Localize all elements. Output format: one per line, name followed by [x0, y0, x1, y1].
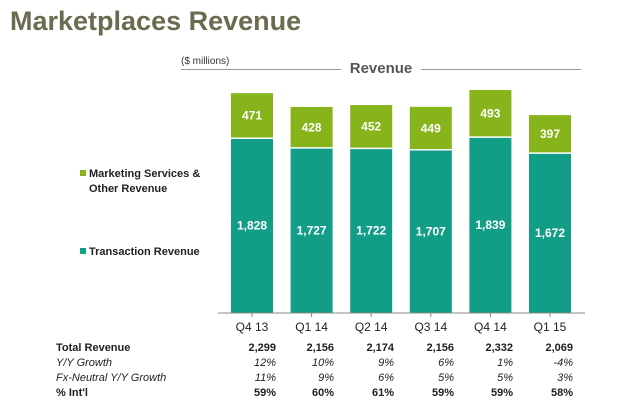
bar-transaction [231, 138, 273, 313]
bar-transaction [469, 137, 512, 313]
data-label-marketing: 493 [480, 107, 500, 121]
table-cell: 59% [253, 387, 276, 399]
table-row: Total Revenue 2,299 2,156 2,174 2,156 2,332 2,… [0, 342, 621, 357]
table-cell: 61% [371, 387, 394, 399]
units-label: ($ millions) [181, 56, 230, 67]
bar-transaction [290, 147, 333, 313]
bar-marketing [350, 105, 393, 149]
bar-marketing [290, 106, 333, 148]
table-cell: 2,332 [485, 342, 513, 354]
legend-marketing-label: Marketing Services & Other Revenue [89, 168, 201, 195]
table-cell: -4% [553, 357, 573, 369]
table-row: Y/Y Growth 12% 10% 9% 6% 1% -4% [0, 357, 621, 372]
header-rule-right [421, 69, 581, 70]
data-label-transaction: 1,722 [356, 224, 386, 238]
row-label: % Int'l [56, 387, 88, 399]
table-cell: 59% [490, 387, 513, 399]
data-label-marketing: 452 [361, 120, 381, 134]
x-tick-label: Q1 15 [534, 320, 567, 334]
table-cell: 10% [311, 357, 334, 369]
legend-transaction-swatch [80, 248, 86, 254]
row-label: Y/Y Growth [56, 357, 113, 369]
table-cell: 5% [438, 372, 454, 384]
bar-transaction [409, 149, 452, 313]
table-cell: 2,156 [426, 342, 454, 354]
table-cell: 2,299 [248, 342, 276, 354]
table-cell: 59% [431, 387, 454, 399]
bar-transaction [529, 153, 571, 313]
bar-marketing [409, 106, 452, 150]
data-label-transaction: 1,839 [475, 218, 505, 232]
header-rule-left [181, 69, 341, 70]
table-row: % Int'l 59% 60% 61% 59% 59% 58% [0, 387, 621, 402]
chart-title: Revenue [349, 60, 413, 77]
bar-marketing [529, 115, 571, 154]
revenue-chart: 1,828 471 Q4 13 1,727 428 Q1 14 1,722 452 Q2 14 1… [218, 90, 585, 334]
x-tick-label: Q3 14 [414, 320, 447, 334]
bar-marketing [231, 93, 273, 139]
row-label: Total Revenue [56, 342, 131, 354]
legend-marketing-swatch [80, 170, 86, 176]
bar-marketing [469, 90, 512, 138]
x-tick-label: Q2 14 [355, 320, 388, 334]
x-tick-label: Q1 14 [295, 320, 328, 334]
data-label-transaction: 1,828 [237, 219, 267, 233]
table-cell: 2,069 [545, 342, 573, 354]
data-label-marketing: 397 [540, 127, 560, 141]
table-cell: 1% [497, 357, 513, 369]
table-cell: 2,174 [366, 342, 394, 354]
x-tick-label: Q4 14 [474, 320, 507, 334]
data-label-marketing: 428 [302, 120, 322, 134]
legend-marketing: Marketing Services & Other Revenue [80, 167, 219, 197]
bar-transaction [350, 148, 393, 313]
page-title: Marketplaces Revenue [10, 6, 302, 36]
table-cell: 2,156 [306, 342, 334, 354]
data-label-transaction: 1,727 [297, 223, 327, 237]
data-label-marketing: 471 [242, 109, 262, 123]
table-cell: 11% [254, 372, 276, 384]
table-cell: 5% [497, 372, 513, 384]
table-cell: 6% [378, 372, 394, 384]
legend-transaction: Transaction Revenue [80, 245, 200, 260]
data-label-transaction: 1,672 [535, 226, 565, 240]
table-cell: 12% [253, 357, 276, 369]
table-cell: 9% [378, 357, 394, 369]
table-cell: 9% [318, 372, 334, 384]
table-cell: 6% [438, 357, 454, 369]
data-label-marketing: 449 [421, 121, 441, 135]
table-cell: 60% [311, 387, 334, 399]
table-row: Fx-Neutral Y/Y Growth 11% 9% 6% 5% 5% 3% [0, 372, 621, 387]
table-cell: 3% [557, 372, 573, 384]
row-label: Fx-Neutral Y/Y Growth [56, 372, 167, 384]
table-cell: 58% [550, 387, 573, 399]
legend-transaction-label: Transaction Revenue [89, 246, 200, 258]
data-label-transaction: 1,707 [416, 224, 446, 238]
x-tick-label: Q4 13 [236, 320, 269, 334]
